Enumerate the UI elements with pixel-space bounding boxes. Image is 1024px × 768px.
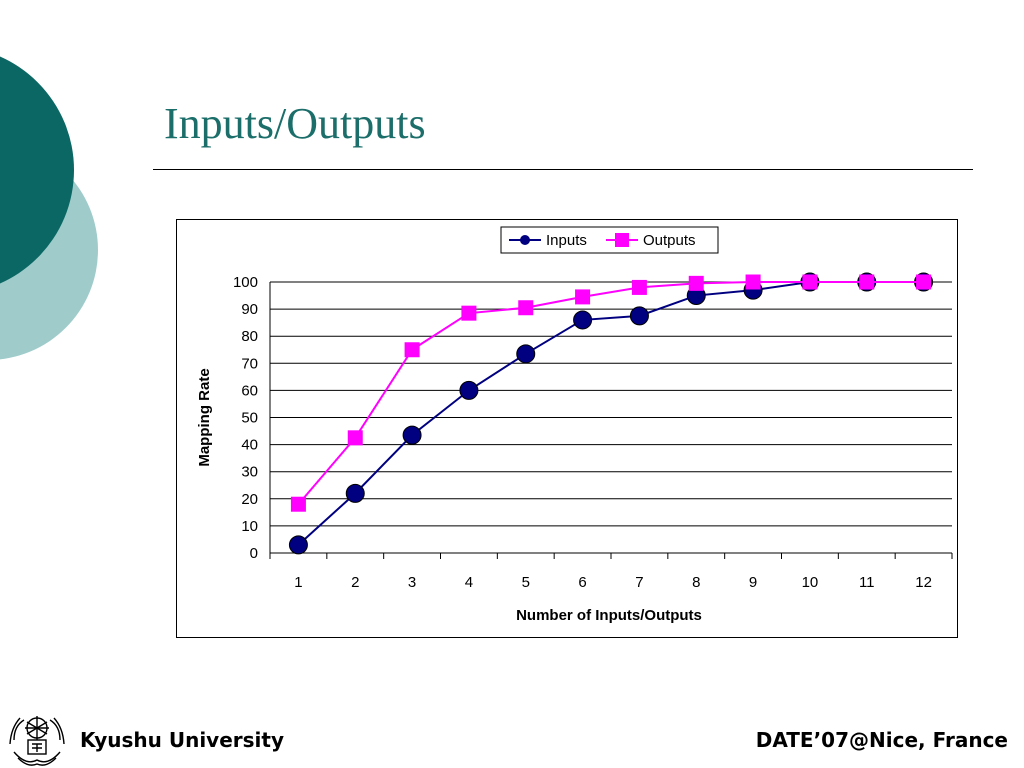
y-tick-label: 0	[250, 545, 258, 562]
chart-frame: 0 10 20 30 40 50 60 70 80 90 100 1 2 3 4 5 6 7 8 9 10 11 12 Num…	[176, 219, 958, 638]
series-line-inputs	[297, 281, 924, 546]
y-tick-label: 100	[233, 274, 258, 291]
x-tick-label: 12	[915, 574, 932, 591]
y-tick-label: 70	[241, 355, 258, 372]
data-point-outputs	[347, 430, 363, 446]
y-tick-label: 50	[241, 410, 258, 427]
x-tick-label: 5	[522, 574, 530, 591]
data-point-inputs	[402, 425, 422, 445]
data-point-outputs	[290, 496, 306, 512]
data-point-inputs	[459, 380, 479, 400]
y-tick-label: 80	[241, 328, 258, 345]
data-point-inputs	[345, 483, 365, 503]
x-tick-label: 4	[465, 574, 473, 591]
y-tick-label: 60	[241, 382, 258, 399]
data-point-outputs	[631, 279, 647, 295]
footer-event: DATE’07@Nice, France	[755, 728, 1008, 752]
x-tick-label: 10	[802, 574, 819, 591]
data-point-outputs	[404, 342, 420, 358]
x-tick-label: 2	[351, 574, 359, 591]
data-point-outputs	[859, 274, 875, 290]
y-tick-label: 40	[241, 437, 258, 454]
footer-organization: Kyushu University	[80, 728, 284, 752]
data-point-outputs	[688, 275, 704, 291]
data-point-inputs	[288, 535, 308, 555]
data-point-outputs	[916, 274, 932, 290]
data-point-outputs	[461, 305, 477, 321]
x-tick-label: 9	[749, 574, 757, 591]
dark-teal-circle	[0, 56, 74, 284]
decorative-circles	[0, 56, 98, 360]
legend-marker-inputs	[520, 235, 530, 245]
data-point-inputs	[573, 310, 593, 330]
data-point-inputs	[516, 344, 536, 364]
data-point-inputs	[629, 306, 649, 326]
x-tick-label: 1	[294, 574, 302, 591]
y-tick-label: 90	[241, 301, 258, 318]
x-tick-label: 11	[859, 574, 875, 591]
x-tick-label: 7	[635, 574, 643, 591]
data-point-outputs	[518, 300, 534, 316]
y-tick-label: 30	[241, 464, 258, 481]
legend-label-inputs: Inputs	[546, 232, 587, 249]
x-axis-title: Number of Inputs/Outputs	[516, 607, 702, 624]
y-axis-title: Mapping Rate	[196, 368, 213, 466]
x-tick-label: 3	[408, 574, 416, 591]
series-line-outputs	[297, 281, 924, 505]
title-divider	[153, 169, 973, 170]
legend-label-outputs: Outputs	[643, 232, 696, 249]
data-point-outputs	[745, 274, 761, 290]
data-point-outputs	[802, 274, 818, 290]
legend-marker-outputs	[615, 233, 629, 247]
x-tick-label: 8	[692, 574, 700, 591]
y-tick-label: 10	[241, 518, 258, 535]
x-tick-label: 6	[578, 574, 586, 591]
university-emblem-icon	[9, 716, 65, 766]
data-point-outputs	[575, 289, 591, 305]
y-tick-label: 20	[241, 491, 258, 508]
slide-title: Inputs/Outputs	[164, 99, 426, 148]
